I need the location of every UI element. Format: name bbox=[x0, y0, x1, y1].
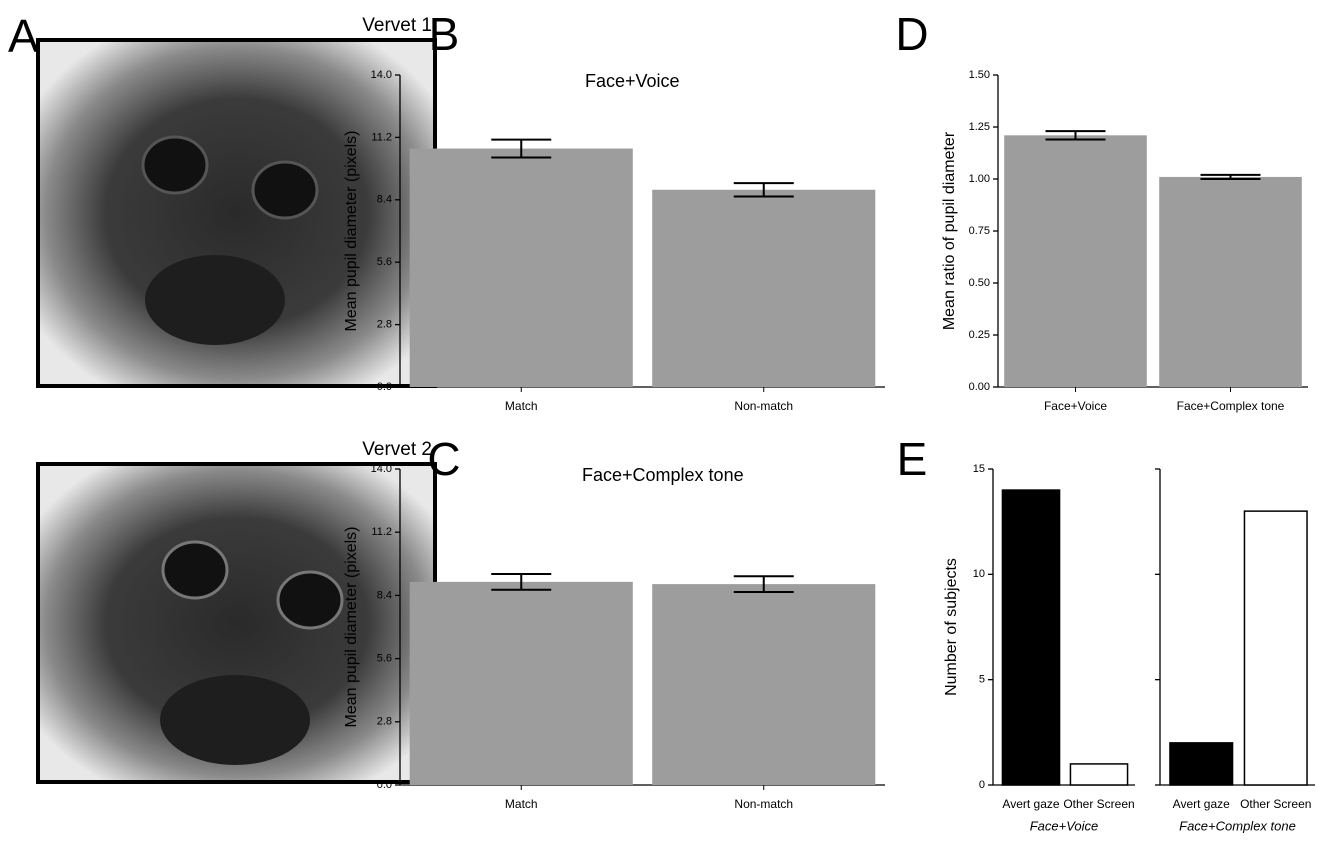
error-bar bbox=[733, 182, 794, 198]
group-label: Face+Voice bbox=[1030, 818, 1099, 833]
y-tick-label: 5.6 bbox=[377, 653, 392, 665]
y-tick-label: 2.8 bbox=[377, 716, 392, 728]
bar bbox=[1004, 135, 1147, 387]
y-tick-label: 5.6 bbox=[377, 256, 392, 268]
y-tick-label: 10 bbox=[973, 568, 985, 580]
y-axis-label: Mean pupil diameter (pixels) bbox=[343, 131, 360, 332]
error-bar bbox=[733, 575, 794, 594]
y-tick-label: 8.4 bbox=[377, 194, 392, 206]
bar bbox=[409, 581, 633, 785]
x-tick-label: Match bbox=[505, 797, 538, 811]
x-tick-label: Other Screen bbox=[1063, 797, 1134, 811]
x-tick-label: Avert gaze bbox=[1002, 797, 1059, 811]
y-tick-label: 11.2 bbox=[371, 131, 392, 143]
y-tick-label: 0.75 bbox=[969, 225, 990, 237]
bar bbox=[1001, 489, 1061, 786]
bar bbox=[1069, 763, 1129, 786]
x-tick-label: Other Screen bbox=[1240, 797, 1311, 811]
y-tick-label: 0.25 bbox=[969, 329, 990, 341]
photo-2 bbox=[36, 462, 437, 784]
photo-label: Vervet 2 bbox=[362, 439, 432, 460]
x-tick-label: Non-match bbox=[734, 797, 793, 811]
error-bar bbox=[491, 138, 552, 159]
x-tick-label: Match bbox=[505, 399, 538, 413]
panel-letter: B bbox=[429, 8, 460, 60]
y-tick-label: 1.25 bbox=[969, 121, 990, 133]
x-tick-label: Face+Complex tone bbox=[1177, 399, 1285, 413]
x-tick-label: Non-match bbox=[734, 399, 793, 413]
y-tick-label: 14.0 bbox=[371, 69, 392, 81]
panel-letter: D bbox=[895, 8, 928, 60]
error-bar bbox=[1045, 130, 1106, 141]
error-bar bbox=[1200, 173, 1261, 180]
y-axis-label: Mean pupil diameter (pixels) bbox=[343, 527, 360, 728]
x-tick-label: Avert gaze bbox=[1173, 797, 1230, 811]
y-tick-label: 5 bbox=[979, 674, 985, 686]
y-tick-label: 11.2 bbox=[371, 526, 392, 538]
y-tick-label: 8.4 bbox=[377, 589, 392, 601]
panel-letter: A bbox=[8, 10, 39, 62]
y-tick-label: 15 bbox=[973, 463, 985, 475]
y-tick-label: 14.0 bbox=[371, 463, 392, 475]
chart-title: Face+Complex tone bbox=[582, 465, 744, 485]
y-axis-label: Mean ratio of pupil diameter bbox=[941, 131, 958, 330]
error-bar bbox=[491, 572, 552, 591]
y-tick-label: 0.00 bbox=[969, 381, 990, 393]
chart-title: Face+Voice bbox=[585, 71, 680, 91]
photo-label: Vervet 1 bbox=[362, 15, 432, 36]
y-tick-label: 2.8 bbox=[377, 319, 392, 331]
bar bbox=[652, 189, 876, 387]
panel-letter: C bbox=[427, 433, 460, 485]
group-label: Face+Complex tone bbox=[1179, 818, 1296, 833]
y-tick-label: 0.0 bbox=[377, 779, 392, 791]
y-tick-label: 1.50 bbox=[969, 69, 990, 81]
bar bbox=[1159, 176, 1302, 387]
bar bbox=[409, 148, 633, 387]
bar bbox=[1243, 510, 1308, 786]
photo-1 bbox=[36, 38, 437, 388]
bar bbox=[1169, 742, 1234, 786]
x-tick-label: Face+Voice bbox=[1044, 399, 1107, 413]
panel-letter: E bbox=[897, 433, 928, 485]
bar bbox=[652, 584, 876, 785]
y-tick-label: 0 bbox=[979, 779, 985, 791]
y-axis-label: Number of subjects bbox=[943, 558, 960, 696]
y-tick-label: 0.0 bbox=[377, 381, 392, 393]
y-tick-label: 1.00 bbox=[969, 173, 990, 185]
y-tick-label: 0.50 bbox=[969, 277, 990, 289]
